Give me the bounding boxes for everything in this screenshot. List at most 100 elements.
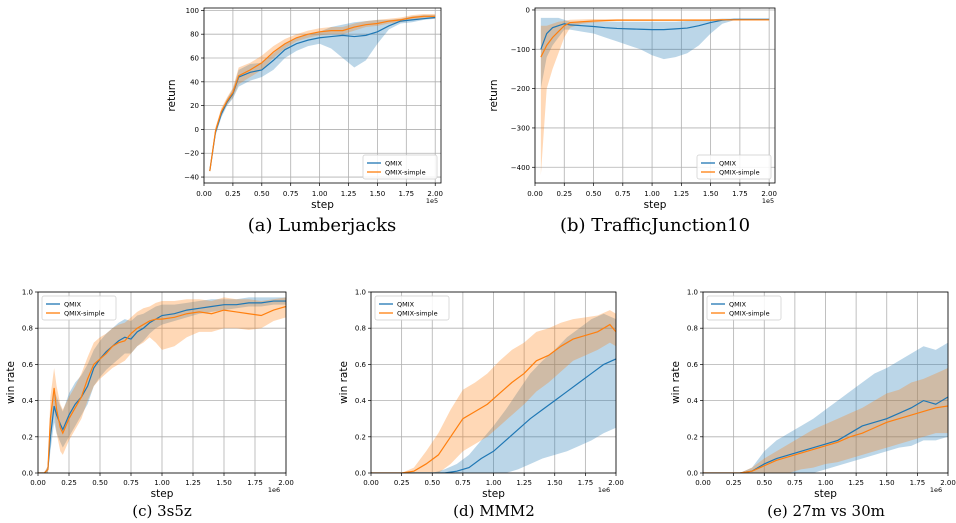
y-tick-label: 0.4 xyxy=(22,397,34,405)
series-band-qmix xyxy=(540,17,770,89)
series-band-qmix_simple xyxy=(703,368,948,473)
series-line-qmix_simple xyxy=(703,405,948,473)
legend-label-qmix_simple: QMIX-simple xyxy=(719,168,760,176)
y-tick-label: 1.0 xyxy=(687,289,698,297)
series-line-qmix xyxy=(209,16,436,172)
x-tick-label: 1.75 xyxy=(578,479,594,487)
x-tick-label: 0.50 xyxy=(586,190,602,198)
x-tick-label: 0.25 xyxy=(726,479,742,487)
y-tick-label: 0.0 xyxy=(355,470,366,478)
y-tick-label: −20 xyxy=(184,150,199,158)
x-tick-label: 1.00 xyxy=(644,190,660,198)
x-tick-label: 1.50 xyxy=(370,190,386,198)
y-tick-label: 0.2 xyxy=(687,433,698,441)
legend-label-qmix: QMIX xyxy=(397,300,415,308)
y-tick-label: −100 xyxy=(511,46,530,54)
series-band-qmix_simple xyxy=(209,13,436,172)
y-tick-label: 40 xyxy=(190,78,199,86)
series-band-qmix xyxy=(209,15,436,172)
y-tick-label: −40 xyxy=(184,174,199,182)
y-axis-label: return xyxy=(166,79,178,111)
plot-area xyxy=(38,297,286,473)
y-axis-label: return xyxy=(488,79,500,111)
series-band-qmix_simple xyxy=(38,297,286,473)
plot-area xyxy=(209,13,436,172)
legend-label-qmix: QMIX xyxy=(719,159,737,167)
axes-frame xyxy=(534,7,776,184)
x-axis-label: step xyxy=(482,488,505,500)
y-tick-label: 0.8 xyxy=(22,325,33,333)
y-tick-label: 0.4 xyxy=(687,397,699,405)
x-tick-label: 0.00 xyxy=(527,190,543,198)
y-tick-label: 0 xyxy=(526,6,530,14)
x-tick-label: 2.00 xyxy=(427,190,443,198)
x-offset-label: 1e6 xyxy=(930,486,942,494)
x-tick-label: 0.25 xyxy=(225,190,241,198)
y-axis-label: win rate xyxy=(670,361,682,404)
x-tick-label: 1.75 xyxy=(399,190,415,198)
x-tick-label: 0.25 xyxy=(556,190,572,198)
legend-box xyxy=(696,154,772,180)
chart-panel-c: 0.00 0.25 0.50 0.75 1.00 1.25 1.50 1.75 2.00 0.0 0… xyxy=(5,289,294,521)
y-axis-label: win rate xyxy=(5,361,17,404)
series-line-qmix xyxy=(371,358,616,473)
subfigure-caption: (a) Lumberjacks xyxy=(248,215,396,236)
series-band-qmix xyxy=(371,313,616,473)
series-line-qmix_simple xyxy=(540,19,770,58)
legend-label-qmix: QMIX xyxy=(64,300,82,308)
x-tick-label: 0.00 xyxy=(363,479,379,487)
subfigure-caption: (b) TrafficJunction10 xyxy=(560,215,750,236)
chart-panel-b: 0.00 0.25 0.50 0.75 1.00 1.25 1.50 1.75 2.00 −400… xyxy=(488,6,777,236)
x-tick-label: 1.50 xyxy=(547,479,563,487)
legend-box xyxy=(41,295,117,321)
x-tick-label: 2.00 xyxy=(278,479,294,487)
x-tick-label: 1.50 xyxy=(879,479,895,487)
x-tick-label: 1.25 xyxy=(848,479,864,487)
legend-label-qmix_simple: QMIX-simple xyxy=(64,309,105,317)
y-tick-label: −200 xyxy=(511,85,530,93)
x-tick-label: 0.25 xyxy=(61,479,77,487)
series-band-qmix xyxy=(703,342,948,473)
legend-label-qmix_simple: QMIX-simple xyxy=(729,309,770,317)
x-tick-label: 0.75 xyxy=(455,479,471,487)
subfigure-caption: (d) MMM2 xyxy=(453,502,535,520)
subfigure-caption: (e) 27m vs 30m xyxy=(767,502,885,520)
y-tick-label: 0 xyxy=(195,126,199,134)
y-tick-label: 1.0 xyxy=(22,289,33,297)
x-axis-label: step xyxy=(151,488,174,500)
y-tick-label: 60 xyxy=(190,55,199,63)
series-line-qmix_simple xyxy=(371,323,616,473)
x-tick-label: 1.25 xyxy=(516,479,532,487)
legend-label-qmix: QMIX xyxy=(729,300,747,308)
series-band-qmix xyxy=(38,297,286,473)
y-tick-label: 20 xyxy=(190,102,199,110)
x-tick-label: 1.75 xyxy=(910,479,926,487)
plot-area xyxy=(703,342,948,473)
x-tick-label: 0.75 xyxy=(283,190,299,198)
x-tick-label: 0.75 xyxy=(787,479,803,487)
x-offset-label: 1e5 xyxy=(762,197,774,205)
plot-area xyxy=(371,310,616,473)
legend-box xyxy=(374,295,450,321)
subfigure-caption: (c) 3s5z xyxy=(132,502,192,520)
y-tick-label: 1.0 xyxy=(355,289,366,297)
x-tick-label: 1.25 xyxy=(341,190,357,198)
x-tick-label: 1.00 xyxy=(154,479,170,487)
x-tick-label: 1.00 xyxy=(818,479,834,487)
y-axis-label: win rate xyxy=(338,361,350,404)
x-tick-label: 0.00 xyxy=(196,190,212,198)
x-tick-label: 0.50 xyxy=(92,479,108,487)
x-tick-label: 0.50 xyxy=(756,479,772,487)
x-tick-label: 1.75 xyxy=(247,479,263,487)
x-axis-label: step xyxy=(311,199,334,211)
x-tick-label: 1.00 xyxy=(312,190,328,198)
y-tick-label: 80 xyxy=(190,31,199,39)
x-tick-label: 2.00 xyxy=(608,479,624,487)
x-tick-label: 1.50 xyxy=(216,479,232,487)
chart-panel-a: 0.00 0.25 0.50 0.75 1.00 1.25 1.50 1.75 2.00 −40 −… xyxy=(166,7,443,236)
y-tick-label: 0.2 xyxy=(22,433,33,441)
